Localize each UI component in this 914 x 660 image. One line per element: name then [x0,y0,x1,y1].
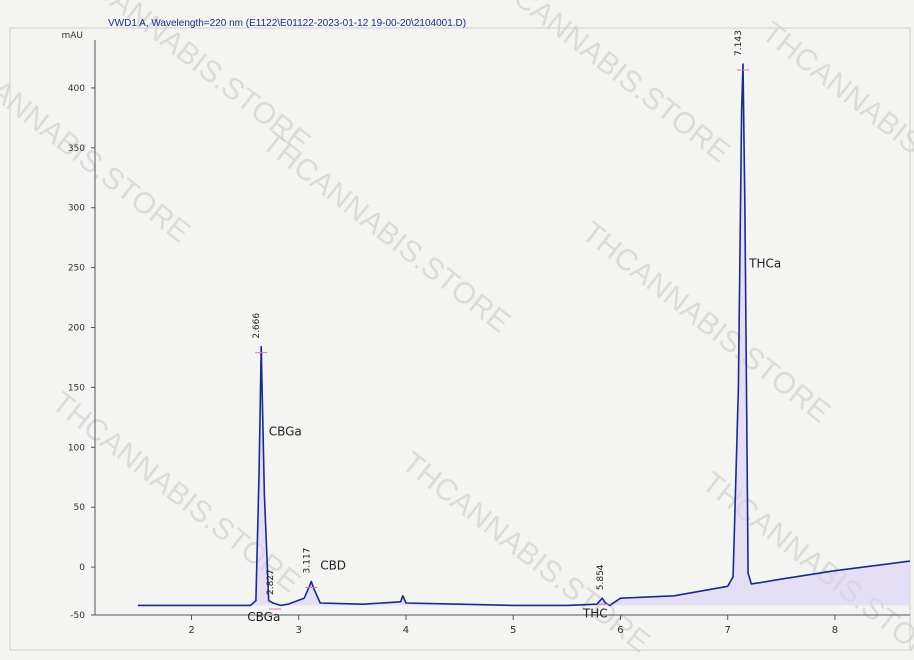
watermark-text: THCANNABIS.STORE [756,16,914,229]
watermark-text: THCANNABIS.STORE [576,216,836,429]
y-tick-label: 0 [79,563,85,573]
trace-layer [137,63,911,607]
labels-layer: 2.666 2.827 3.117 5.854 7.143 CBGa CBD CBGa THC T… [247,30,781,624]
compound-label: THCa [748,257,781,271]
watermark-text: THCANNABIS.STORE [0,36,196,249]
y-tick-label: 400 [68,84,85,94]
peak-rt-label: 5.854 [596,564,606,590]
watermark-text: THCANNABIS.STORE [476,0,736,169]
x-tick-label: 5 [510,625,516,636]
watermark-text: THCANNABIS.STORE [396,446,656,655]
y-tick-label: 150 [68,383,85,393]
plot-frame [9,27,911,651]
y-axis-unit-label: mAU [61,31,83,41]
x-tick-label: 3 [296,625,302,636]
y-tick-label: 350 [68,144,85,154]
peak-rt-label: 3.117 [302,548,312,574]
y-tick-label: 250 [68,264,85,274]
y-tick-label: -50 [70,611,85,621]
chart-title: VWD1 A, Wavelength=220 nm (E1122\E01122-… [108,18,467,29]
compound-label: CBD [320,558,346,572]
y-tick-label: 200 [68,324,85,334]
compound-label: CBGa [247,610,280,624]
x-tick-label: 8 [832,625,838,636]
y-tick-label: 50 [74,503,86,513]
x-tick-label: 6 [617,625,623,636]
axes: mAU -50 0 50 100 150 200 250 300 350 400 2 3 4 5 6 7 8 [9,27,911,651]
peak-rt-label: 2.666 [252,313,262,339]
chromatogram-trace [137,63,911,607]
compound-label: CBGa [269,424,302,438]
y-tick-label: 100 [68,443,85,453]
x-tick-label: 7 [725,625,731,636]
compound-label: THC [582,606,608,620]
peak-rt-label: 7.143 [734,30,744,56]
y-tick-label: 300 [68,204,85,214]
x-tick-label: 2 [188,625,194,636]
peak-rt-label: 2.827 [266,569,276,595]
x-tick-label: 4 [403,625,409,636]
